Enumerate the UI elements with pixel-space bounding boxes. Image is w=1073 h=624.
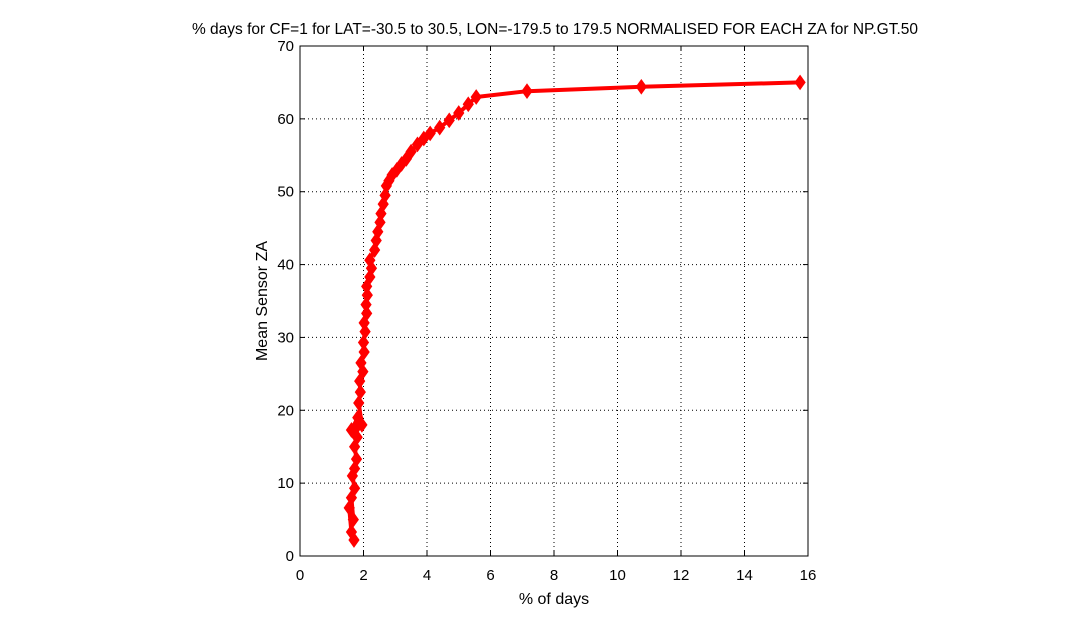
data-point-marker xyxy=(635,78,647,95)
data-point-marker xyxy=(364,269,376,285)
data-point-marker xyxy=(348,460,361,477)
y-axis-label: Mean Sensor ZA xyxy=(254,241,271,361)
y-tick-label: 60 xyxy=(277,111,294,128)
data-point-marker xyxy=(356,416,368,433)
x-tick-label: 16 xyxy=(800,567,817,584)
data-point-marker xyxy=(405,143,417,160)
x-tick-label: 4 xyxy=(423,567,431,584)
data-point-marker xyxy=(359,323,371,340)
y-tick-label: 50 xyxy=(277,184,294,201)
y-tick-label: 0 xyxy=(286,548,294,565)
data-point-marker xyxy=(354,384,366,400)
data-point-marker xyxy=(345,422,358,438)
data-point-marker xyxy=(443,112,455,129)
data-point-marker xyxy=(379,187,391,204)
data-point-marker xyxy=(424,125,436,142)
data-point-marker xyxy=(353,395,365,411)
y-tick-label: 30 xyxy=(277,329,294,346)
x-tick-label: 14 xyxy=(736,567,753,584)
data-point-marker xyxy=(372,223,384,240)
data-point-marker xyxy=(357,334,370,351)
data-point-marker xyxy=(355,355,367,371)
data-point-marker xyxy=(361,287,373,304)
x-tick-label: 8 xyxy=(550,567,558,584)
x-tick-label: 6 xyxy=(486,567,494,584)
x-tick-label: 10 xyxy=(609,567,626,584)
data-point-marker xyxy=(521,83,533,100)
y-tick-label: 70 xyxy=(277,38,294,55)
y-tick-label: 20 xyxy=(277,402,294,419)
data-point-marker xyxy=(358,314,370,331)
data-point-marker xyxy=(434,119,446,136)
data-point-marker xyxy=(470,89,482,105)
data-point-marker xyxy=(357,363,369,380)
series-layer xyxy=(343,74,806,548)
axis-ticks: 0 2 4 6 8 10 12 14 16 0 10 20 30 40 50 60 70 xyxy=(277,38,816,584)
data-point-marker xyxy=(462,96,474,113)
x-tick-label: 0 xyxy=(296,567,304,584)
chart-title: % days for CF=1 for LAT=-30.5 to 30.5, L… xyxy=(192,21,918,38)
x-tick-label: 2 xyxy=(359,567,367,584)
data-point-marker xyxy=(374,214,386,231)
x-tick-label: 12 xyxy=(673,567,690,584)
data-point-marker xyxy=(358,344,370,360)
y-tick-label: 10 xyxy=(277,475,294,492)
data-point-marker xyxy=(347,511,359,528)
data-point-marker xyxy=(794,74,806,91)
data-point-marker xyxy=(453,105,465,121)
data-point-marker xyxy=(345,524,358,540)
x-axis-label: % of days xyxy=(519,591,589,608)
y-tick-label: 40 xyxy=(277,257,294,274)
data-point-marker xyxy=(350,451,363,467)
data-point-marker xyxy=(348,480,361,497)
data-point-marker xyxy=(364,252,376,269)
data-point-marker xyxy=(348,438,361,455)
